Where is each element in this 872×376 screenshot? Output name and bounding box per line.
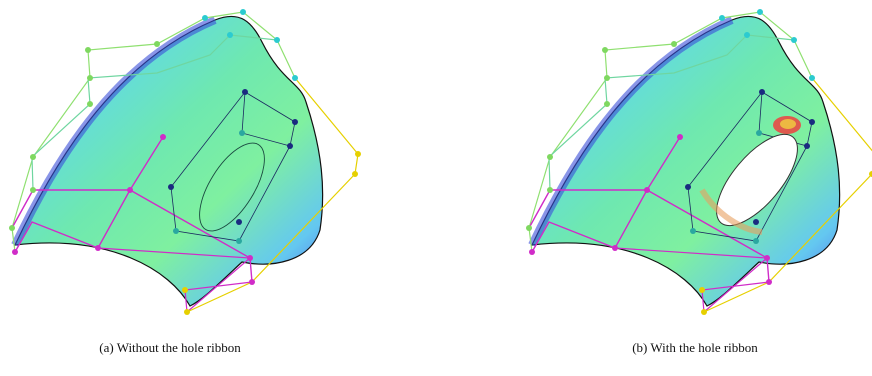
caption: (a) Without the hole ribbon bbox=[99, 340, 241, 355]
surface-rendering bbox=[9, 9, 361, 315]
caption: (b) With the hole ribbon bbox=[632, 340, 758, 355]
panel-a: (a) Without the hole ribbon bbox=[9, 9, 361, 355]
surface-rendering bbox=[526, 9, 872, 315]
figure: (a) Without the hole ribbon (b) With the… bbox=[0, 0, 872, 376]
panel-b: (b) With the hole ribbon bbox=[526, 9, 872, 355]
curvature-hotspot bbox=[780, 119, 796, 129]
page: (a) Without the hole ribbon (b) With the… bbox=[0, 0, 872, 376]
